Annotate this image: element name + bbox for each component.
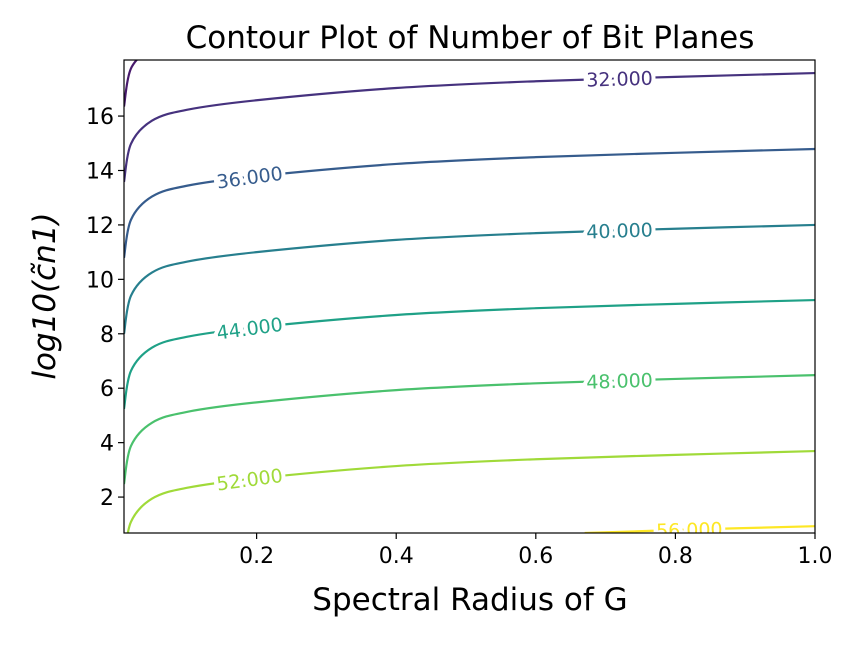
y-tick-label: 4: [100, 432, 114, 457]
x-tick-label: 0.8: [658, 544, 693, 569]
contour-label: 40.000: [586, 219, 653, 243]
x-tick-label: 0.6: [518, 544, 553, 569]
y-tick-label: 8: [100, 323, 114, 348]
y-tick-label: 16: [86, 105, 114, 130]
x-axis-label: Spectral Radius of G: [312, 582, 627, 618]
contour-line: [124, 147, 815, 259]
y-tick-label: 12: [86, 214, 114, 239]
contour-label: 56.000: [656, 519, 723, 543]
x-tick-label: 0.4: [379, 544, 414, 569]
x-tick-label: 0.2: [239, 544, 274, 569]
y-axis-label: log10(c̃n1): [27, 212, 63, 379]
x-tick-label: 1.0: [798, 544, 833, 569]
contour-label: 52.000: [215, 465, 284, 496]
contour-label: 32.000: [586, 68, 653, 92]
y-tick-label: 6: [100, 377, 114, 402]
chart-title: Contour Plot of Number of Bit Planes: [186, 20, 755, 56]
plot-frame: [123, 59, 816, 534]
contour-line: [124, 71, 815, 183]
plot-area: 32.000 36.000 40.000 44.000 48.000 52.000 56.0…: [124, 60, 815, 543]
contour-line: [584, 525, 815, 533]
contour-line: [126, 449, 815, 533]
contour-line: [124, 60, 139, 107]
contour-label: 44.000: [215, 314, 284, 345]
contour-line: [124, 374, 815, 485]
y-tick-label: 2: [100, 486, 114, 511]
contour-label: 36.000: [215, 163, 284, 194]
y-tick-label: 10: [86, 268, 114, 293]
contour-line: [124, 223, 815, 334]
contour-line: [124, 298, 815, 410]
contour-label: 48.000: [586, 370, 653, 394]
y-tick-label: 14: [86, 159, 114, 184]
